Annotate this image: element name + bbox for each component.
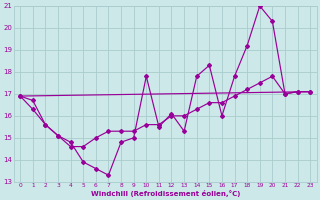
X-axis label: Windchill (Refroidissement éolien,°C): Windchill (Refroidissement éolien,°C) [91,190,240,197]
